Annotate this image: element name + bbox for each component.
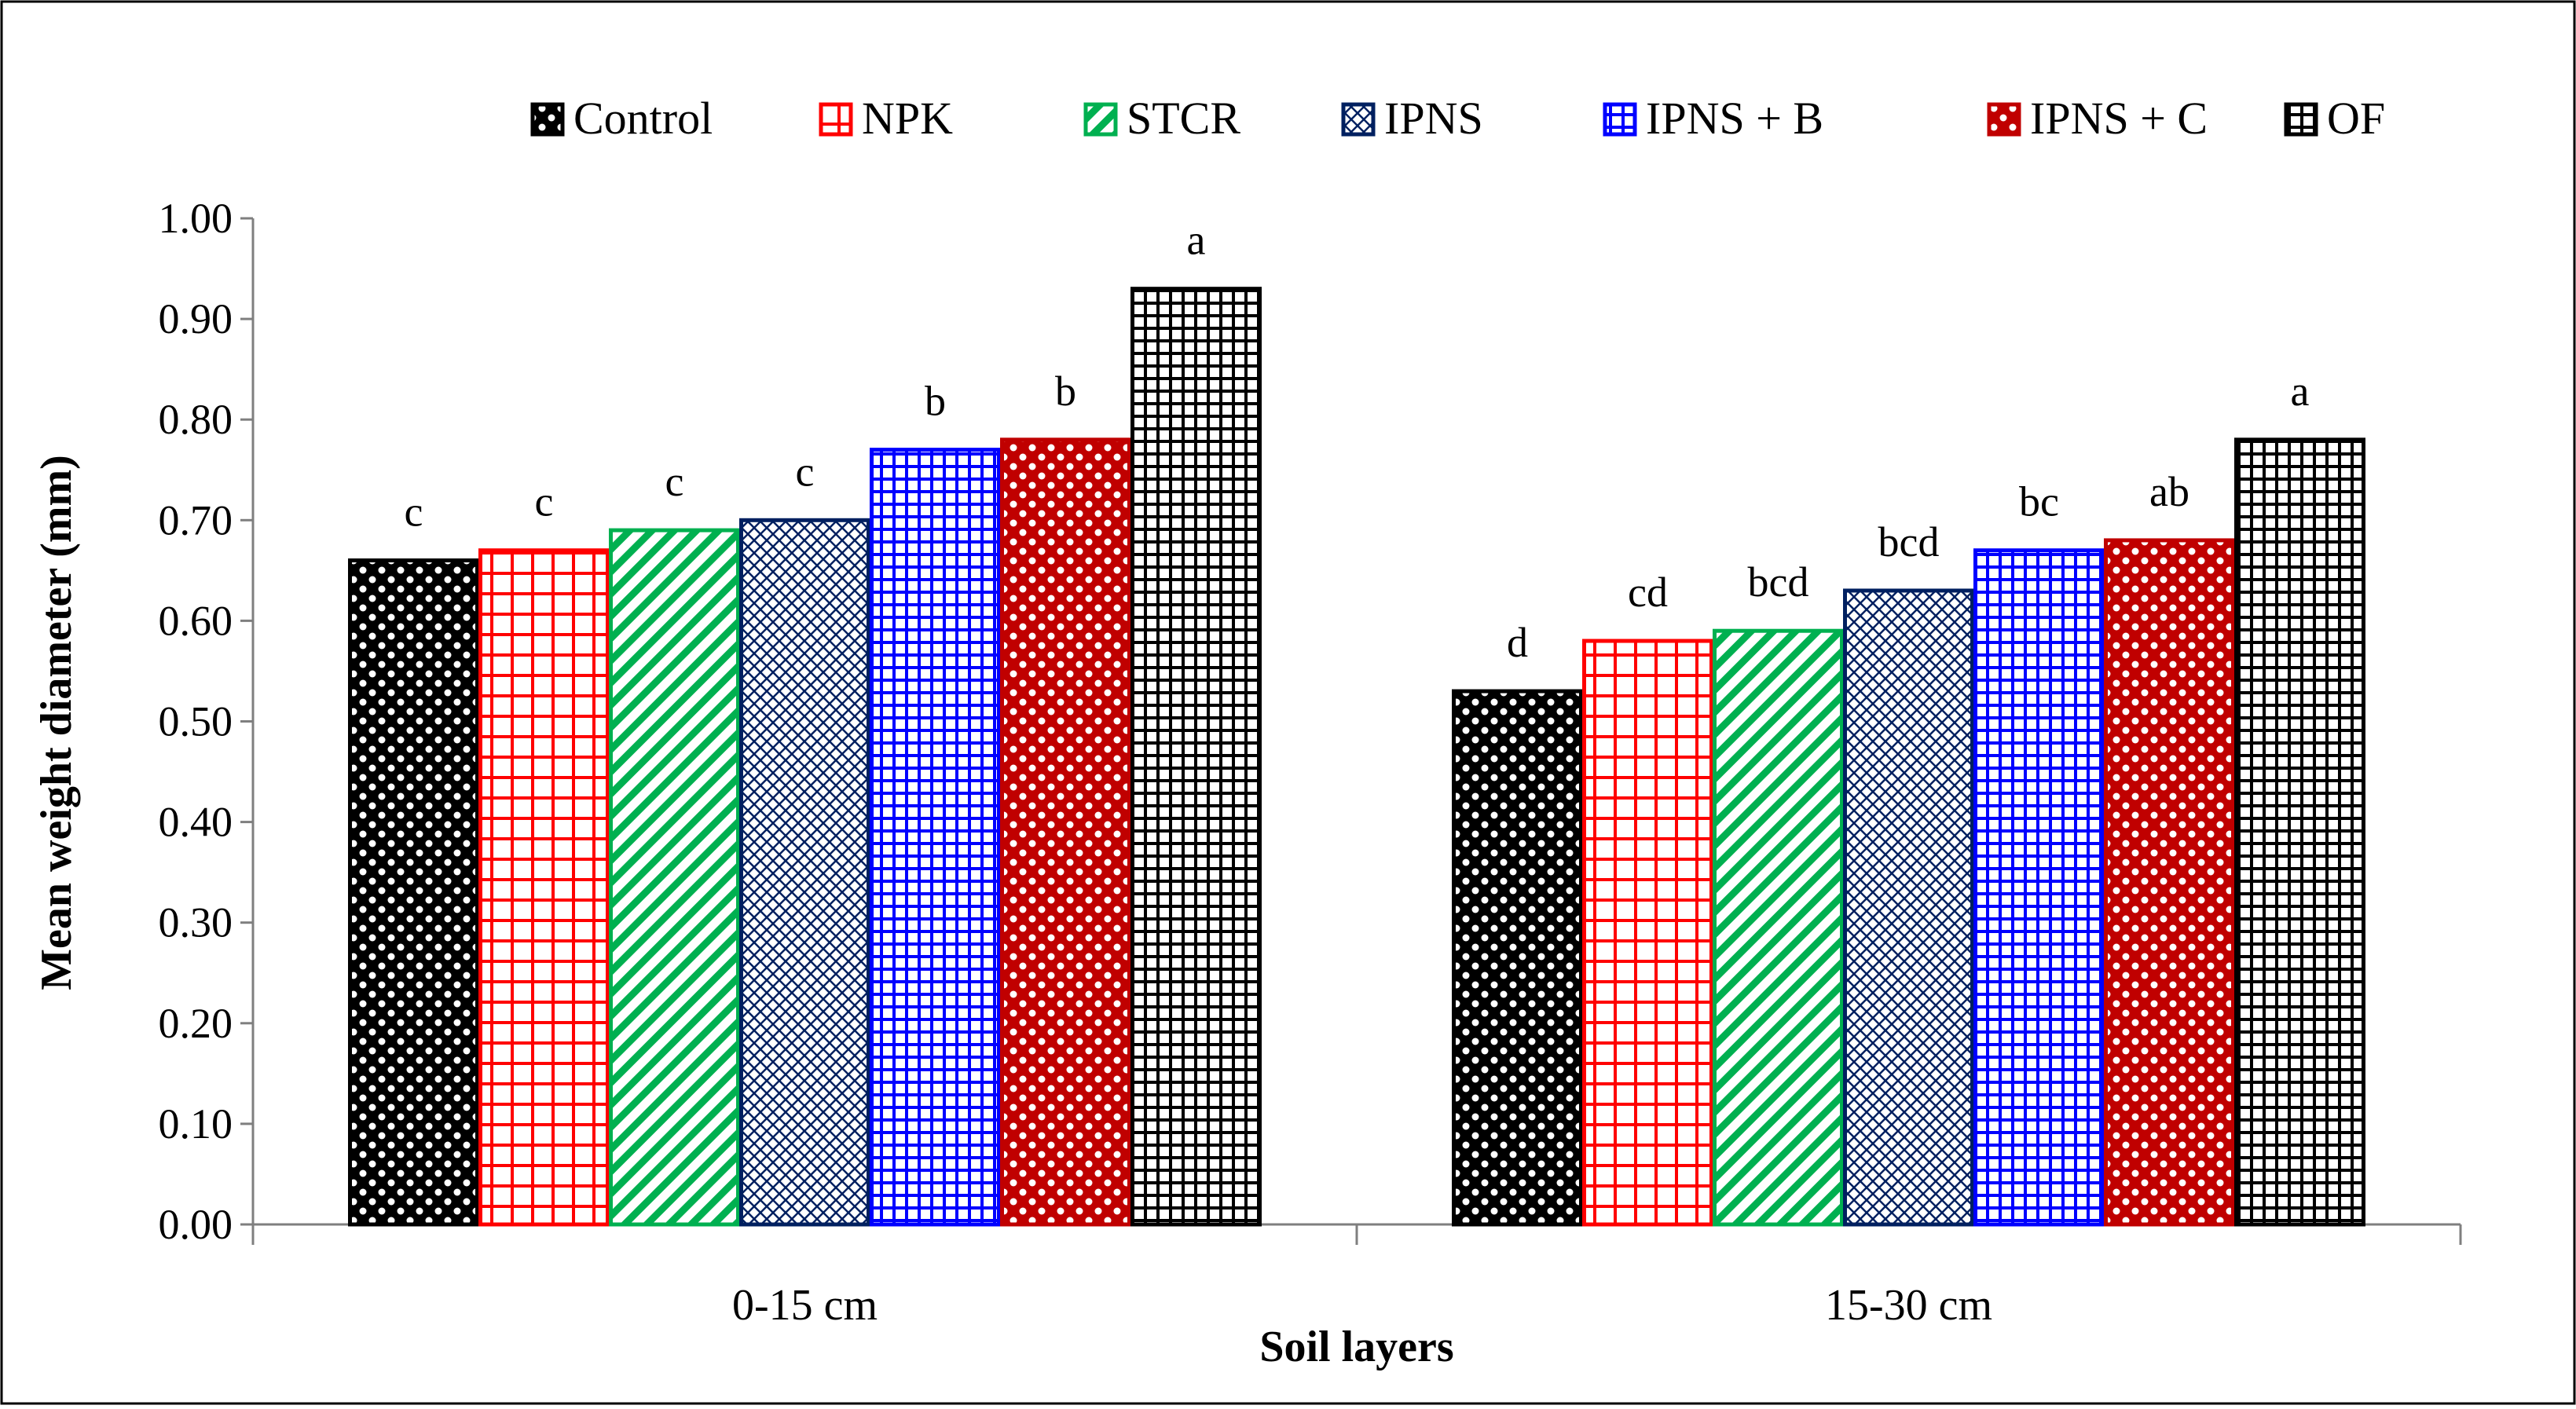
significance-letter: c xyxy=(405,489,423,536)
bar-ipns-c-1 xyxy=(1000,437,1131,1227)
significance-letter: ab xyxy=(2149,468,2189,515)
bar-ipns-2 xyxy=(1843,588,1974,1227)
legend-label: OF xyxy=(2327,93,2385,144)
y-tick-label: 0.00 xyxy=(159,1201,233,1248)
y-tick-label: 0.40 xyxy=(159,799,233,846)
y-tick-label: 0.90 xyxy=(159,295,233,342)
bar-control-1 xyxy=(348,558,479,1227)
y-axis: 0.00 0.10 0.20 0.30 0.40 0.50 0.60 0.70 0.80 0.90… xyxy=(159,195,255,1248)
legend-label: IPNS xyxy=(1384,93,1483,144)
x-tick-label: 0-15 cm xyxy=(732,1281,878,1330)
bar-npk-2 xyxy=(1582,639,1713,1227)
significance-letter: c xyxy=(535,478,554,525)
y-tick-label: 0.80 xyxy=(159,396,233,443)
bars xyxy=(348,287,2365,1227)
significance-letters: c c c c b b a d cd bcd bcd bc ab a xyxy=(405,217,2310,666)
bar-ipns-b-2 xyxy=(1973,548,2105,1227)
legend-label: Control xyxy=(573,93,713,144)
legend-swatch xyxy=(2284,102,2318,137)
bar-stcr-1 xyxy=(609,528,740,1227)
significance-letter: bcd xyxy=(1878,518,1940,565)
significance-letter: a xyxy=(1187,217,1206,264)
y-tick-label: 0.20 xyxy=(159,1000,233,1047)
legend-label: NPK xyxy=(862,93,953,144)
significance-letter: a xyxy=(2291,368,2310,415)
legend-swatch xyxy=(530,102,565,137)
legend-swatch xyxy=(1987,102,2021,137)
legend-label: STCR xyxy=(1127,93,1240,144)
significance-letter: bc xyxy=(2019,478,2059,525)
y-tick-label: 1.00 xyxy=(159,195,233,242)
legend: Control NPK STCR IPNS IPNS + B IPNS + C OF xyxy=(530,93,2385,144)
x-tick-label: 15-30 cm xyxy=(1825,1281,1992,1330)
significance-letter: c xyxy=(665,458,684,505)
y-tick-label: 0.50 xyxy=(159,698,233,745)
legend-swatch xyxy=(1603,102,1637,137)
bar-stcr-2 xyxy=(1713,628,1844,1227)
significance-letter: c xyxy=(796,448,815,495)
significance-letter: d xyxy=(1507,619,1528,666)
bar-ipns-b-1 xyxy=(870,448,1001,1227)
significance-letter: cd xyxy=(1628,569,1668,616)
legend-label: IPNS + B xyxy=(1646,93,1823,144)
legend-label: IPNS + C xyxy=(2030,93,2208,144)
bar-of-1 xyxy=(1130,287,1262,1227)
bar-npk-1 xyxy=(478,548,610,1227)
y-tick-label: 0.60 xyxy=(159,597,233,644)
significance-letter: b xyxy=(925,378,946,425)
bar-of-2 xyxy=(2234,437,2365,1227)
y-tick-label: 0.30 xyxy=(159,899,233,946)
bar-control-2 xyxy=(1452,689,1583,1227)
significance-letter: b xyxy=(1055,368,1076,415)
legend-swatch xyxy=(1083,102,1118,137)
legend-swatch xyxy=(819,102,853,137)
bar-ipns-1 xyxy=(739,518,870,1227)
y-tick-label: 0.10 xyxy=(159,1100,233,1147)
y-tick-label: 0.70 xyxy=(159,496,233,543)
significance-letter: bcd xyxy=(1748,558,1809,606)
legend-swatch xyxy=(1341,102,1376,137)
x-axis-title: Soil layers xyxy=(1259,1323,1453,1371)
bar-ipns-c-2 xyxy=(2104,538,2235,1227)
y-axis-title: Mean weight diameter (mm) xyxy=(32,455,81,990)
